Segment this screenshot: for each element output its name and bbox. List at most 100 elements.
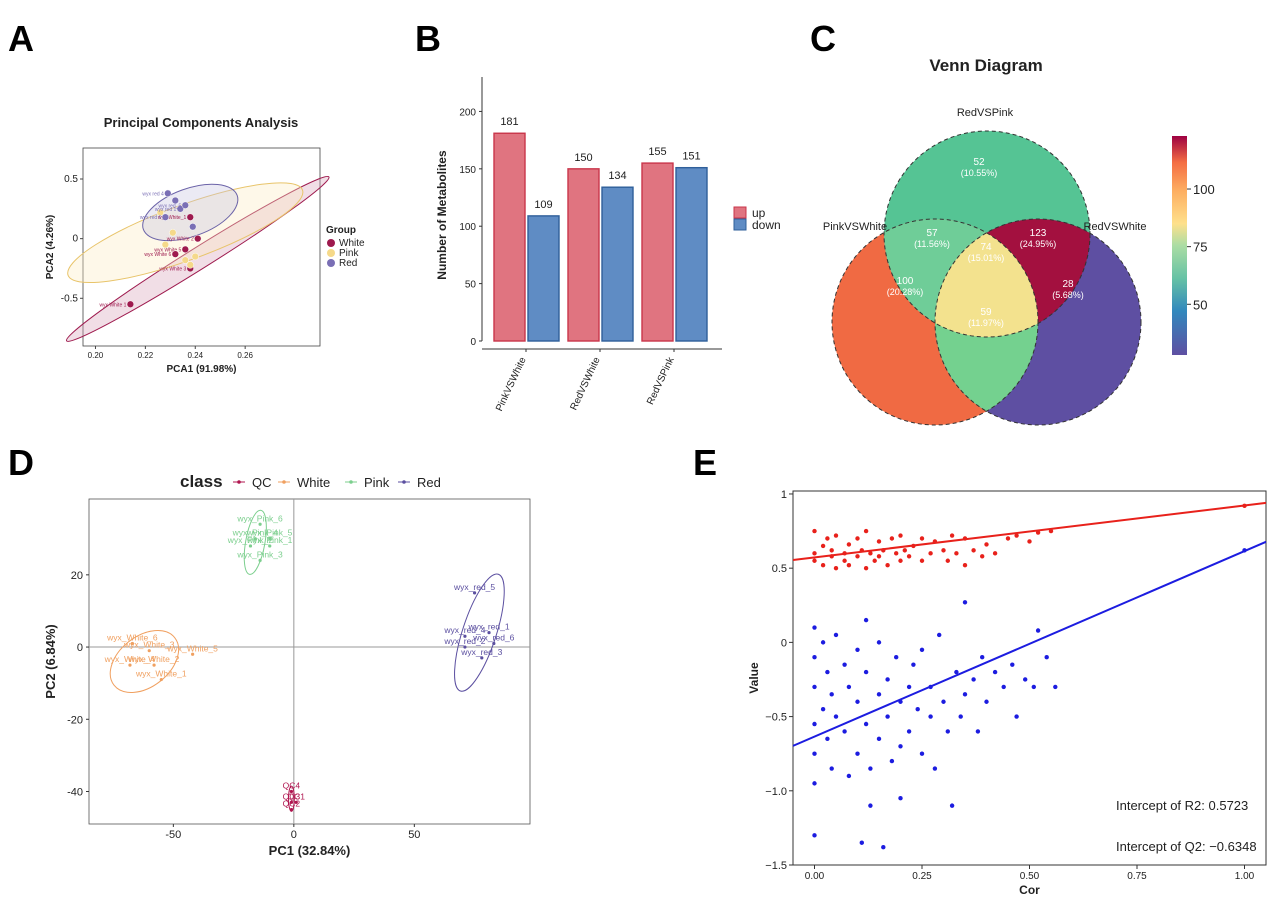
perm-e-point-q2 bbox=[825, 669, 830, 675]
bar-b-value-label: 181 bbox=[500, 116, 518, 128]
perm-e-point-q2 bbox=[885, 677, 890, 682]
pca-a-point-label: wyx red 4 bbox=[142, 191, 164, 197]
pca-d-legend-dot bbox=[402, 480, 406, 484]
venn-c-region-value: 123 bbox=[1030, 228, 1047, 239]
perm-e-point-q2 bbox=[855, 699, 860, 704]
perm-e-point-q2 bbox=[971, 677, 976, 682]
perm-e-point-q2 bbox=[898, 796, 903, 801]
pca-a-point-label: wyx red 1 bbox=[155, 207, 177, 213]
perm-e-point-q2 bbox=[889, 758, 895, 764]
pca-a-point-label: wyx White 1 bbox=[99, 302, 126, 308]
perm-e-point-r2 bbox=[962, 536, 968, 541]
pca-d-point-label: QC2 bbox=[283, 799, 301, 809]
pca-a-point bbox=[189, 223, 197, 231]
perm-e-point-q2 bbox=[846, 773, 852, 779]
pca-a-xtick-label: 0.26 bbox=[237, 351, 253, 360]
perm-e-point-q2 bbox=[820, 706, 826, 712]
venn-c-region-pct: (11.97%) bbox=[968, 318, 1004, 328]
venn-c-set-label: RedVSPink bbox=[957, 107, 1014, 119]
venn-c-colorbar-label: 50 bbox=[1193, 297, 1207, 312]
perm-e-annotation-q2: Intercept of Q2: −0.6348 bbox=[1116, 839, 1257, 854]
pca-d-ytick-label: -40 bbox=[67, 787, 83, 799]
venn-c-region-value: 74 bbox=[980, 242, 992, 253]
venn-c-region-value: 52 bbox=[973, 157, 985, 168]
bar-b-ytick-label: 0 bbox=[470, 337, 476, 348]
perm-e-point-q2 bbox=[859, 840, 864, 845]
perm-e-point-q2 bbox=[846, 684, 852, 690]
bar-b-down-bar bbox=[601, 186, 634, 342]
perm-e-point-r2 bbox=[881, 548, 886, 553]
venn-c-circle-outline bbox=[831, 218, 1039, 426]
perm-e-annotation-r2: Intercept of R2: 0.5723 bbox=[1116, 798, 1248, 813]
bar-b-value-label: 155 bbox=[648, 146, 666, 158]
pca-d-legend-dot bbox=[282, 480, 286, 484]
perm-e-point-q2 bbox=[945, 729, 950, 734]
bar-b-down-bar bbox=[675, 166, 708, 342]
venn-c-clip-group-all bbox=[935, 219, 1038, 337]
pca-a-title: Principal Components Analysis bbox=[104, 115, 299, 130]
perm-e-point-r2 bbox=[949, 533, 955, 538]
venn-c-region-pct: (24.95%) bbox=[1020, 239, 1057, 249]
perm-e-point-q2 bbox=[885, 714, 890, 719]
pca-a-point-label: wyx White 2 bbox=[167, 237, 194, 243]
venn-c-region-pct: (15.01%) bbox=[968, 253, 1005, 263]
perm-e-background bbox=[748, 478, 1278, 898]
venn-c-set-label: RedVSWhite bbox=[1084, 221, 1147, 233]
perm-e-point-r2 bbox=[825, 536, 830, 541]
pca-a-point-label: wyx red_5 bbox=[158, 203, 181, 209]
venn-c-circle-outline bbox=[934, 218, 1142, 426]
perm-e-point-q2 bbox=[812, 833, 817, 838]
perm-e-point-r2 bbox=[902, 548, 907, 553]
pca-d-xlabel: PC1 (32.84%) bbox=[269, 843, 351, 858]
bar-b-down-bar bbox=[527, 215, 560, 342]
pca-d-point bbox=[253, 537, 257, 541]
pca-a-point bbox=[169, 229, 177, 237]
perm-e-point-q2 bbox=[898, 744, 903, 749]
perm-e-point-r2 bbox=[833, 533, 839, 538]
perm-e-xlabel: Cor bbox=[1019, 883, 1040, 897]
perm-e-point-q2 bbox=[829, 766, 834, 771]
pca-d-ellipse-red bbox=[454, 573, 505, 692]
perm-e-point-r2 bbox=[812, 551, 817, 556]
perm-e-point-q2 bbox=[825, 736, 830, 742]
pca-a-point-label: wyx White 6 bbox=[144, 252, 171, 258]
pca-d-legend-title: class bbox=[180, 472, 223, 491]
perm-e-point-q2 bbox=[958, 714, 963, 719]
pca-d-legend-dot bbox=[237, 480, 241, 484]
pca-d-xtick-label: 0 bbox=[291, 829, 297, 841]
perm-e-point-q2 bbox=[876, 692, 882, 697]
perm-e-point-r2 bbox=[872, 558, 877, 563]
perm-e-point-r2 bbox=[846, 563, 852, 568]
bar-b-up-bar bbox=[567, 168, 600, 342]
perm-e-point-q2 bbox=[812, 655, 817, 660]
bar-b-value-label: 150 bbox=[574, 152, 592, 164]
pca-a-ylabel: PCA2 (4.26%) bbox=[45, 215, 56, 279]
pca-a-legend-title: Group bbox=[326, 225, 356, 236]
pca-d-point-label: QC1 bbox=[288, 791, 306, 801]
pca-d-point bbox=[487, 631, 491, 635]
pca-d-xtick-label: 50 bbox=[408, 829, 420, 841]
perm-e-point-q2 bbox=[1014, 714, 1019, 719]
pca-d-legend-dot bbox=[349, 480, 353, 484]
pca-d-point bbox=[159, 677, 163, 682]
pca-d-point bbox=[289, 800, 294, 804]
pca-a-point bbox=[181, 256, 189, 264]
pca-a-xtick-label: 0.20 bbox=[88, 351, 104, 360]
perm-e-point-q2 bbox=[962, 692, 968, 697]
pca-d-point-label: wyx_red_4 bbox=[443, 625, 485, 635]
perm-e-point-r2 bbox=[898, 558, 903, 563]
perm-e-point-q2 bbox=[937, 632, 942, 638]
perm-e-point-r2 bbox=[971, 548, 976, 553]
perm-e-point-r2 bbox=[919, 558, 925, 563]
perm-e-point-r2 bbox=[1048, 528, 1054, 534]
perm-e-point-r2 bbox=[962, 563, 968, 568]
perm-e-point-q2 bbox=[962, 600, 968, 605]
pca-a-ytick-label: 0.5 bbox=[64, 174, 78, 185]
perm-e-point-q2 bbox=[881, 844, 886, 850]
venn-c-colorbar bbox=[1172, 136, 1187, 355]
perm-e-point-q2 bbox=[863, 721, 869, 727]
pca-d-legend-label: QC bbox=[252, 475, 272, 490]
pca-a-ellipse-red bbox=[142, 183, 239, 242]
bar-b-ytick-label: 150 bbox=[459, 165, 476, 176]
pca-d-ellipse-pink bbox=[243, 509, 267, 575]
